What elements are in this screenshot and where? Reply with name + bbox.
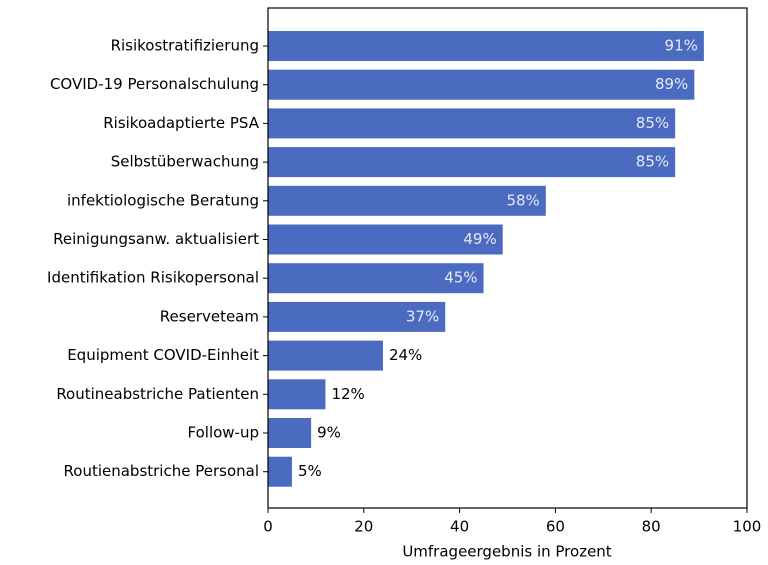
x-tick-label: 0 bbox=[263, 518, 273, 536]
value-label: 24% bbox=[389, 346, 422, 364]
value-label: 85% bbox=[636, 153, 669, 171]
value-label: 91% bbox=[665, 37, 698, 55]
x-tick-label: 100 bbox=[733, 518, 762, 536]
value-label: 89% bbox=[655, 75, 688, 93]
bar bbox=[268, 418, 312, 448]
bar bbox=[268, 379, 326, 410]
y-tick-label: Equipment COVID-Einheit bbox=[67, 346, 259, 364]
y-tick-label: Reinigungsanw. aktualisiert bbox=[53, 230, 259, 248]
bar bbox=[268, 340, 383, 371]
bar bbox=[268, 301, 446, 332]
y-tick-label: Follow-up bbox=[188, 424, 260, 442]
bar bbox=[268, 456, 292, 487]
value-label: 85% bbox=[636, 114, 669, 132]
y-tick-label: Selbstüberwachung bbox=[111, 153, 259, 171]
bar bbox=[268, 224, 503, 255]
value-label: 5% bbox=[298, 462, 322, 480]
value-label: 37% bbox=[406, 307, 439, 325]
plot-frame bbox=[267, 7, 748, 509]
y-tick-label: Routienabstriche Personal bbox=[64, 462, 259, 480]
x-axis-label: Umfrageergebnis in Prozent bbox=[402, 543, 611, 561]
bar bbox=[268, 108, 676, 139]
x-tick-label: 80 bbox=[642, 518, 661, 536]
value-label: 49% bbox=[463, 230, 496, 248]
value-label: 12% bbox=[331, 385, 364, 403]
y-tick-label: infektiologische Beratung bbox=[67, 191, 259, 209]
y-tick-label: Risikostratifizierung bbox=[111, 37, 259, 55]
y-tick-label: Reserveteam bbox=[160, 307, 259, 325]
value-label: 45% bbox=[444, 269, 477, 287]
x-tick-label: 60 bbox=[546, 518, 565, 536]
y-tick-label: Risikoadaptierte PSA bbox=[103, 114, 259, 132]
x-tick-label: 40 bbox=[450, 518, 469, 536]
bar bbox=[268, 185, 546, 216]
bar bbox=[268, 263, 484, 294]
y-tick-label: Identifikation Risikopersonal bbox=[47, 269, 259, 287]
bar bbox=[268, 31, 704, 61]
bar bbox=[268, 147, 676, 178]
y-tick-label: Routineabstriche Patienten bbox=[56, 385, 259, 403]
value-label: 9% bbox=[317, 424, 341, 442]
value-label: 58% bbox=[506, 191, 539, 209]
x-tick-label: 20 bbox=[354, 518, 373, 536]
bar bbox=[268, 69, 695, 100]
y-tick-label: COVID-19 Personalschulung bbox=[50, 75, 259, 93]
